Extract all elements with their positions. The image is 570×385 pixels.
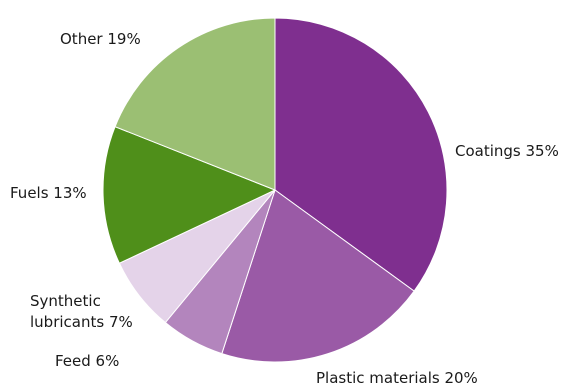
pie-slice-plastic-materials [221, 189, 415, 363]
label-synthetic-lubricants-line1: Synthetic [30, 292, 101, 310]
label-fuels: Fuels 13% [10, 184, 87, 202]
pie-slice-fuels [102, 126, 277, 264]
pie-slice-coatings [274, 17, 448, 292]
label-other: Other 19% [60, 30, 141, 48]
label-synthetic-lubricants: Synthetic lubricants 7% [30, 292, 133, 331]
label-feed: Feed 6% [55, 352, 119, 370]
label-synthetic-lubricants-line2: lubricants 7% [30, 313, 133, 331]
pie-slices [102, 17, 448, 363]
label-plastic-materials: Plastic materials 20% [316, 369, 478, 385]
label-coatings: Coatings 35% [455, 142, 559, 160]
pie-slice-other [114, 17, 276, 191]
